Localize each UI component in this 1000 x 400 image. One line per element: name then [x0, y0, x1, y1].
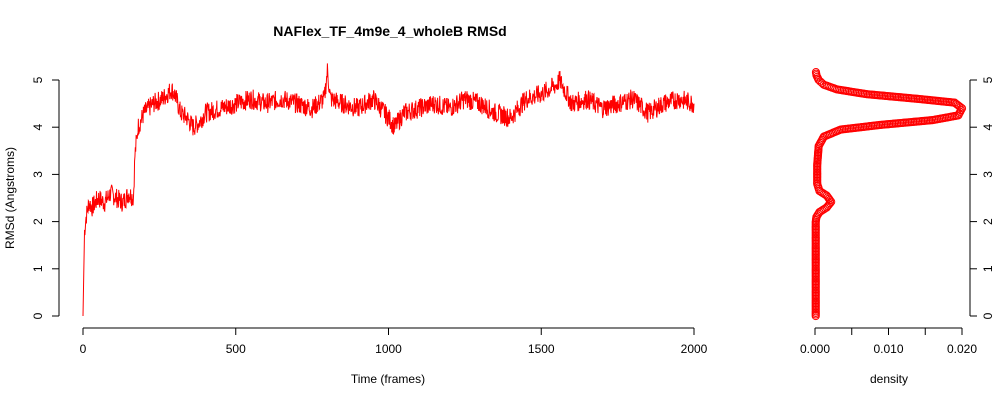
y-tick-label: 1 [31, 265, 45, 272]
density-axes: 0.000 0.010 0.020 0 1 2 3 4 5 [800, 76, 995, 356]
density-y-tick-label: 4 [981, 124, 995, 131]
density-series [811, 68, 967, 321]
chart-title: NAFlex_TF_4m9e_4_wholeB RMSd [273, 23, 506, 39]
x-axis-label: Time (frames) [351, 372, 425, 386]
y-tick-label: 3 [31, 171, 45, 178]
density-x-tick-label: 0.020 [947, 342, 977, 356]
density-y-tick-label: 3 [981, 171, 995, 178]
density-y-tick-label: 2 [981, 218, 995, 225]
y-tick-label: 2 [31, 218, 45, 225]
x-tick-label: 1000 [375, 342, 402, 356]
y-tick-label: 0 [31, 312, 45, 319]
y-tick-label: 4 [31, 124, 45, 131]
x-tick-label: 500 [226, 342, 246, 356]
main-axes: 0 500 1000 1500 2000 0 1 2 3 4 5 [31, 76, 708, 356]
density-axis-label: density [870, 372, 908, 386]
density-y-tick-label: 0 [981, 312, 995, 319]
x-tick-label: 1500 [528, 342, 555, 356]
y-axis-label: RMSd (Angstroms) [3, 147, 17, 249]
density-x-tick-label: 0.000 [800, 342, 830, 356]
rmsd-series [82, 63, 695, 317]
density-x-tick-label: 0.010 [873, 342, 903, 356]
density-y-tick-label: 5 [981, 76, 995, 83]
density-point [811, 68, 821, 77]
density-y-tick-label: 1 [981, 265, 995, 272]
density-point [825, 199, 835, 208]
y-tick-label: 5 [31, 76, 45, 83]
x-tick-label: 2000 [681, 342, 708, 356]
x-tick-label: 0 [80, 342, 87, 356]
rmsd-line [82, 63, 695, 317]
